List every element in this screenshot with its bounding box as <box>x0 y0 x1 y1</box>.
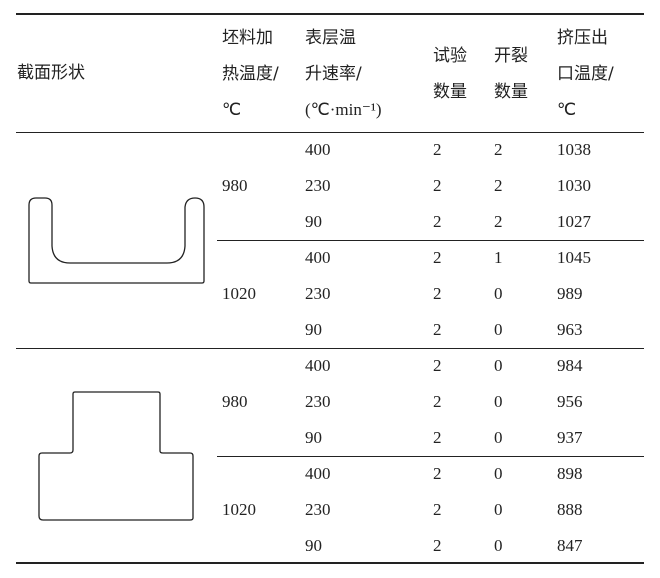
crack-count-cell: 0 <box>494 428 503 447</box>
test-count-cell: 2 <box>433 176 442 195</box>
exit-temp-cell: 963 <box>557 320 583 339</box>
heating-rate-cell: 90 <box>305 536 322 555</box>
test-count-cell: 2 <box>433 140 442 159</box>
crack-count-cell: 0 <box>494 284 503 303</box>
crack-count-cell: 2 <box>494 140 503 159</box>
test-count-cell: 2 <box>433 500 442 519</box>
test-count-cell: 2 <box>433 320 442 339</box>
u-channel-shape <box>28 197 205 284</box>
header-billet-temp: 坯料加 <box>222 28 273 48</box>
crack-count-cell: 0 <box>494 536 503 555</box>
test-count-cell: 2 <box>433 392 442 411</box>
test-count-cell: 2 <box>433 464 442 483</box>
test-count-cell: 2 <box>433 284 442 303</box>
test-count-cell: 2 <box>433 428 442 447</box>
exit-temp-cell: 937 <box>557 428 583 447</box>
header-billet-temp: ℃ <box>222 100 242 119</box>
header-heating-rate: (℃·min⁻¹) <box>305 100 382 119</box>
header-exit-temp: 口温度/ <box>557 64 614 84</box>
subgroup-divider <box>217 456 644 457</box>
crack-count-cell: 0 <box>494 464 503 483</box>
subgroup-divider <box>217 240 644 241</box>
heating-rate-cell: 230 <box>305 176 331 195</box>
exit-temp-cell: 898 <box>557 464 583 483</box>
crack-count-cell: 0 <box>494 320 503 339</box>
header-heating-rate: 表层温 <box>305 28 356 48</box>
crack-count-cell: 1 <box>494 248 503 267</box>
heating-rate-cell: 90 <box>305 428 322 447</box>
exit-temp-cell: 1030 <box>557 176 591 195</box>
heating-rate-cell: 230 <box>305 392 331 411</box>
header-crack-count: 开裂 <box>494 46 528 66</box>
billet-temp-cell: 980 <box>222 392 248 411</box>
heating-rate-cell: 400 <box>305 248 331 267</box>
group-divider <box>16 348 644 349</box>
billet-temp-cell: 980 <box>222 176 248 195</box>
top-rule <box>16 13 644 15</box>
exit-temp-cell: 847 <box>557 536 583 555</box>
test-count-cell: 2 <box>433 212 442 231</box>
test-count-cell: 2 <box>433 356 442 375</box>
test-count-cell: 2 <box>433 536 442 555</box>
heating-rate-cell: 400 <box>305 464 331 483</box>
heating-rate-cell: 90 <box>305 212 322 231</box>
header-exit-temp: 挤压出 <box>557 28 608 48</box>
crack-count-cell: 0 <box>494 392 503 411</box>
header-test-count: 试验 <box>433 46 467 66</box>
exit-temp-cell: 984 <box>557 356 583 375</box>
exit-temp-cell: 1045 <box>557 248 591 267</box>
header-rule <box>16 132 644 133</box>
header-heating-rate: 升速率/ <box>305 64 362 84</box>
billet-temp-cell: 1020 <box>222 500 256 519</box>
billet-temp-cell: 1020 <box>222 284 256 303</box>
crack-count-cell: 2 <box>494 176 503 195</box>
heating-rate-cell: 400 <box>305 356 331 375</box>
header-test-count: 数量 <box>433 82 467 102</box>
bottom-rule <box>16 562 644 564</box>
header-exit-temp: ℃ <box>557 100 577 119</box>
header-shape: 截面形状 <box>17 63 85 83</box>
test-count-cell: 2 <box>433 248 442 267</box>
heating-rate-cell: 90 <box>305 320 322 339</box>
heating-rate-cell: 400 <box>305 140 331 159</box>
exit-temp-cell: 1027 <box>557 212 591 231</box>
crack-count-cell: 0 <box>494 500 503 519</box>
crack-count-cell: 0 <box>494 356 503 375</box>
t-section-shape <box>38 391 194 521</box>
header-crack-count: 数量 <box>494 82 528 102</box>
exit-temp-cell: 989 <box>557 284 583 303</box>
heating-rate-cell: 230 <box>305 500 331 519</box>
header-billet-temp: 热温度/ <box>222 64 279 84</box>
exit-temp-cell: 888 <box>557 500 583 519</box>
crack-count-cell: 2 <box>494 212 503 231</box>
exit-temp-cell: 1038 <box>557 140 591 159</box>
heating-rate-cell: 230 <box>305 284 331 303</box>
exit-temp-cell: 956 <box>557 392 583 411</box>
